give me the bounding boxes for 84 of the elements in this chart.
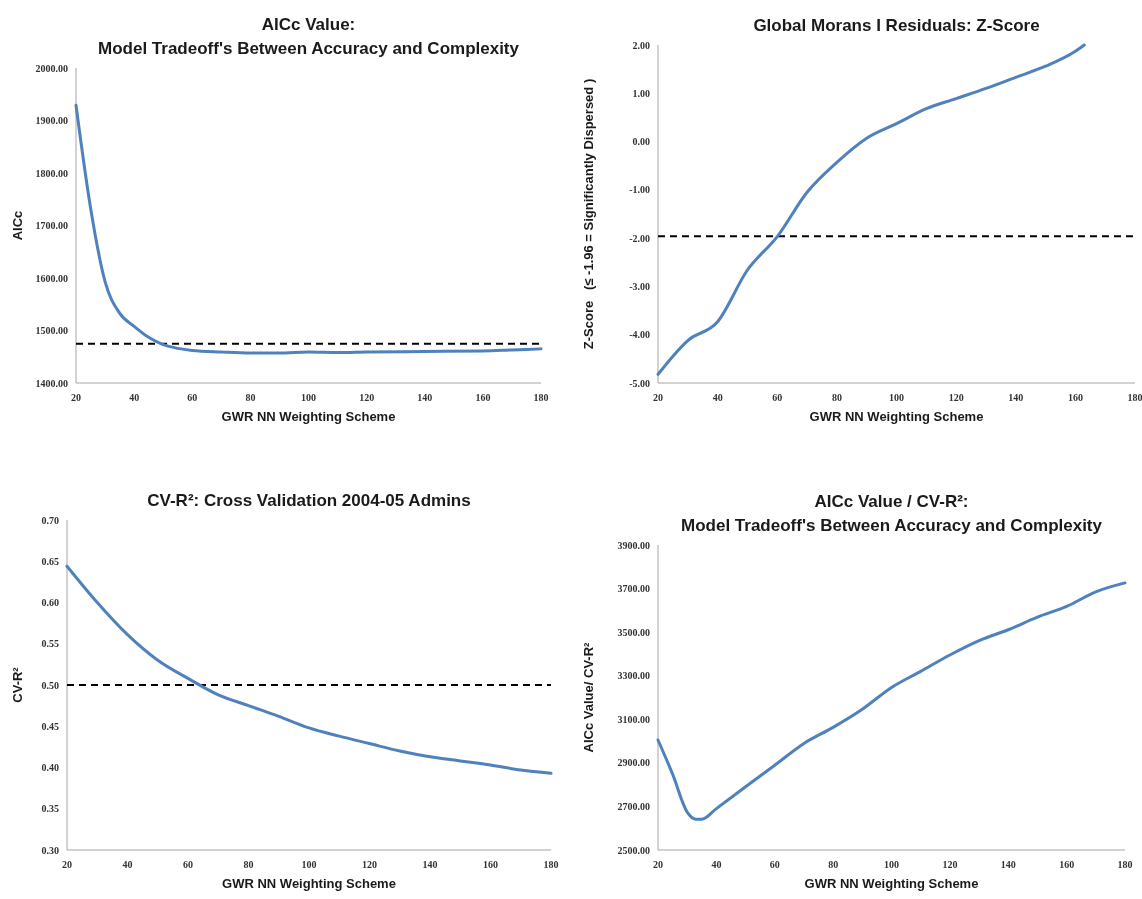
x-tick-label: 180 — [543, 859, 559, 870]
x-tick-label: 120 — [942, 859, 958, 870]
x-axis-title: GWR NN Weighting Scheme — [221, 409, 396, 424]
x-tick-label: 80 — [828, 859, 839, 870]
y-tick-label: -2.00 — [629, 232, 650, 244]
y-axis-title: Z-Score (≤ -1.96 = Significantly Dispersed ) — [581, 78, 596, 350]
x-tick-label: 180 — [1117, 859, 1133, 870]
y-tick-label: 1800.00 — [35, 167, 68, 179]
y-tick-label: 3700.00 — [617, 583, 650, 595]
x-tick-label: 80 — [831, 392, 842, 403]
y-tick-label: -1.00 — [629, 184, 650, 196]
x-tick-label: 20 — [653, 392, 663, 403]
y-tick-label: -3.00 — [629, 280, 650, 292]
chart-title: AICc Value: Model Tradeoff's Between Accuracy and Complexity — [98, 15, 520, 58]
x-tick-label: 100 — [301, 392, 316, 403]
y-tick-label: 2000.00 — [35, 62, 68, 74]
chart-title: CV-R²: Cross Validation 2004-05 Admins — [147, 491, 471, 510]
y-tick-label: 2500.00 — [617, 844, 650, 856]
x-tick-label: 40 — [711, 859, 722, 870]
y-tick-label: 1400.00 — [35, 377, 68, 389]
x-tick-label: 160 — [475, 392, 491, 403]
chart-title: AICc Value / CV-R²: Model Tradeoff's Between Accuracy and Complexity — [681, 492, 1103, 535]
x-tick-label: 100 — [301, 859, 317, 870]
y-tick-label: 1600.00 — [35, 272, 68, 284]
y-tick-label: 3900.00 — [617, 539, 650, 551]
y-tick-label: 1700.00 — [35, 220, 68, 231]
x-tick-label: 20 — [62, 859, 72, 870]
y-tick-label: 0.50 — [41, 679, 59, 691]
y-tick-label: 3500.00 — [617, 626, 650, 638]
x-tick-label: 60 — [183, 859, 193, 870]
x-axis-title: GWR NN Weighting Scheme — [809, 409, 984, 424]
y-tick-label: 2.00 — [632, 39, 650, 51]
y-tick-label: 0.65 — [41, 555, 59, 567]
y-tick-label: 2900.00 — [617, 757, 650, 769]
y-tick-label: 1.00 — [632, 87, 650, 99]
x-axis-title: GWR NN Weighting Scheme — [804, 876, 979, 891]
y-tick-label: 0.30 — [41, 844, 59, 856]
y-tick-label: 1900.00 — [35, 115, 68, 126]
y-tick-label: -5.00 — [629, 377, 650, 389]
line-series — [74, 103, 543, 355]
x-tick-label: 140 — [422, 859, 438, 870]
x-tick-label: 100 — [884, 859, 899, 870]
x-tick-label: 160 — [483, 859, 498, 870]
x-tick-label: 180 — [1127, 392, 1142, 403]
x-tick-label: 40 — [129, 392, 140, 403]
y-tick-label: 0.55 — [41, 638, 59, 650]
y-tick-label: 0.35 — [41, 803, 59, 815]
y-tick-label: 0.60 — [41, 597, 59, 608]
line-series — [656, 581, 1127, 821]
x-tick-label: 120 — [362, 859, 377, 870]
x-tick-label: 60 — [769, 859, 780, 870]
x-tick-label: 120 — [948, 392, 964, 403]
x-tick-label: 40 — [712, 392, 723, 403]
y-tick-label: 0.70 — [41, 514, 59, 526]
x-tick-label: 140 — [1008, 392, 1024, 403]
x-tick-label: 80 — [243, 859, 254, 870]
x-tick-label: 60 — [772, 392, 783, 403]
y-axis-title: CV-R² — [10, 666, 25, 703]
x-axis-title: GWR NN Weighting Scheme — [222, 876, 396, 891]
y-tick-label: 1500.00 — [35, 325, 68, 336]
y-tick-label: 0.45 — [41, 720, 59, 732]
y-axis-title: AICc — [10, 210, 25, 241]
x-tick-label: 160 — [1059, 859, 1075, 870]
y-tick-label: -4.00 — [629, 329, 650, 341]
y-tick-label: 3300.00 — [617, 670, 650, 682]
x-tick-label: 20 — [653, 859, 663, 870]
x-tick-label: 60 — [187, 392, 198, 403]
x-tick-label: 40 — [122, 859, 133, 870]
x-tick-label: 120 — [359, 392, 375, 403]
x-tick-label: 140 — [1000, 859, 1016, 870]
y-tick-label: 0.40 — [41, 762, 59, 773]
y-tick-label: 0.00 — [632, 136, 650, 148]
x-tick-label: 140 — [417, 392, 433, 403]
chart-title: Global Morans I Residuals: Z-Score — [753, 16, 1040, 35]
line-series — [65, 564, 553, 775]
x-tick-label: 80 — [245, 392, 256, 403]
x-tick-label: 100 — [889, 392, 904, 403]
x-tick-label: 20 — [71, 392, 81, 403]
line-series — [656, 43, 1086, 376]
y-axis-title: AICc Value/ CV-R² — [581, 641, 596, 753]
x-tick-label: 180 — [533, 392, 549, 403]
x-tick-label: 160 — [1067, 392, 1083, 403]
y-tick-label: 3100.00 — [617, 713, 650, 725]
y-tick-label: 2700.00 — [617, 800, 650, 812]
